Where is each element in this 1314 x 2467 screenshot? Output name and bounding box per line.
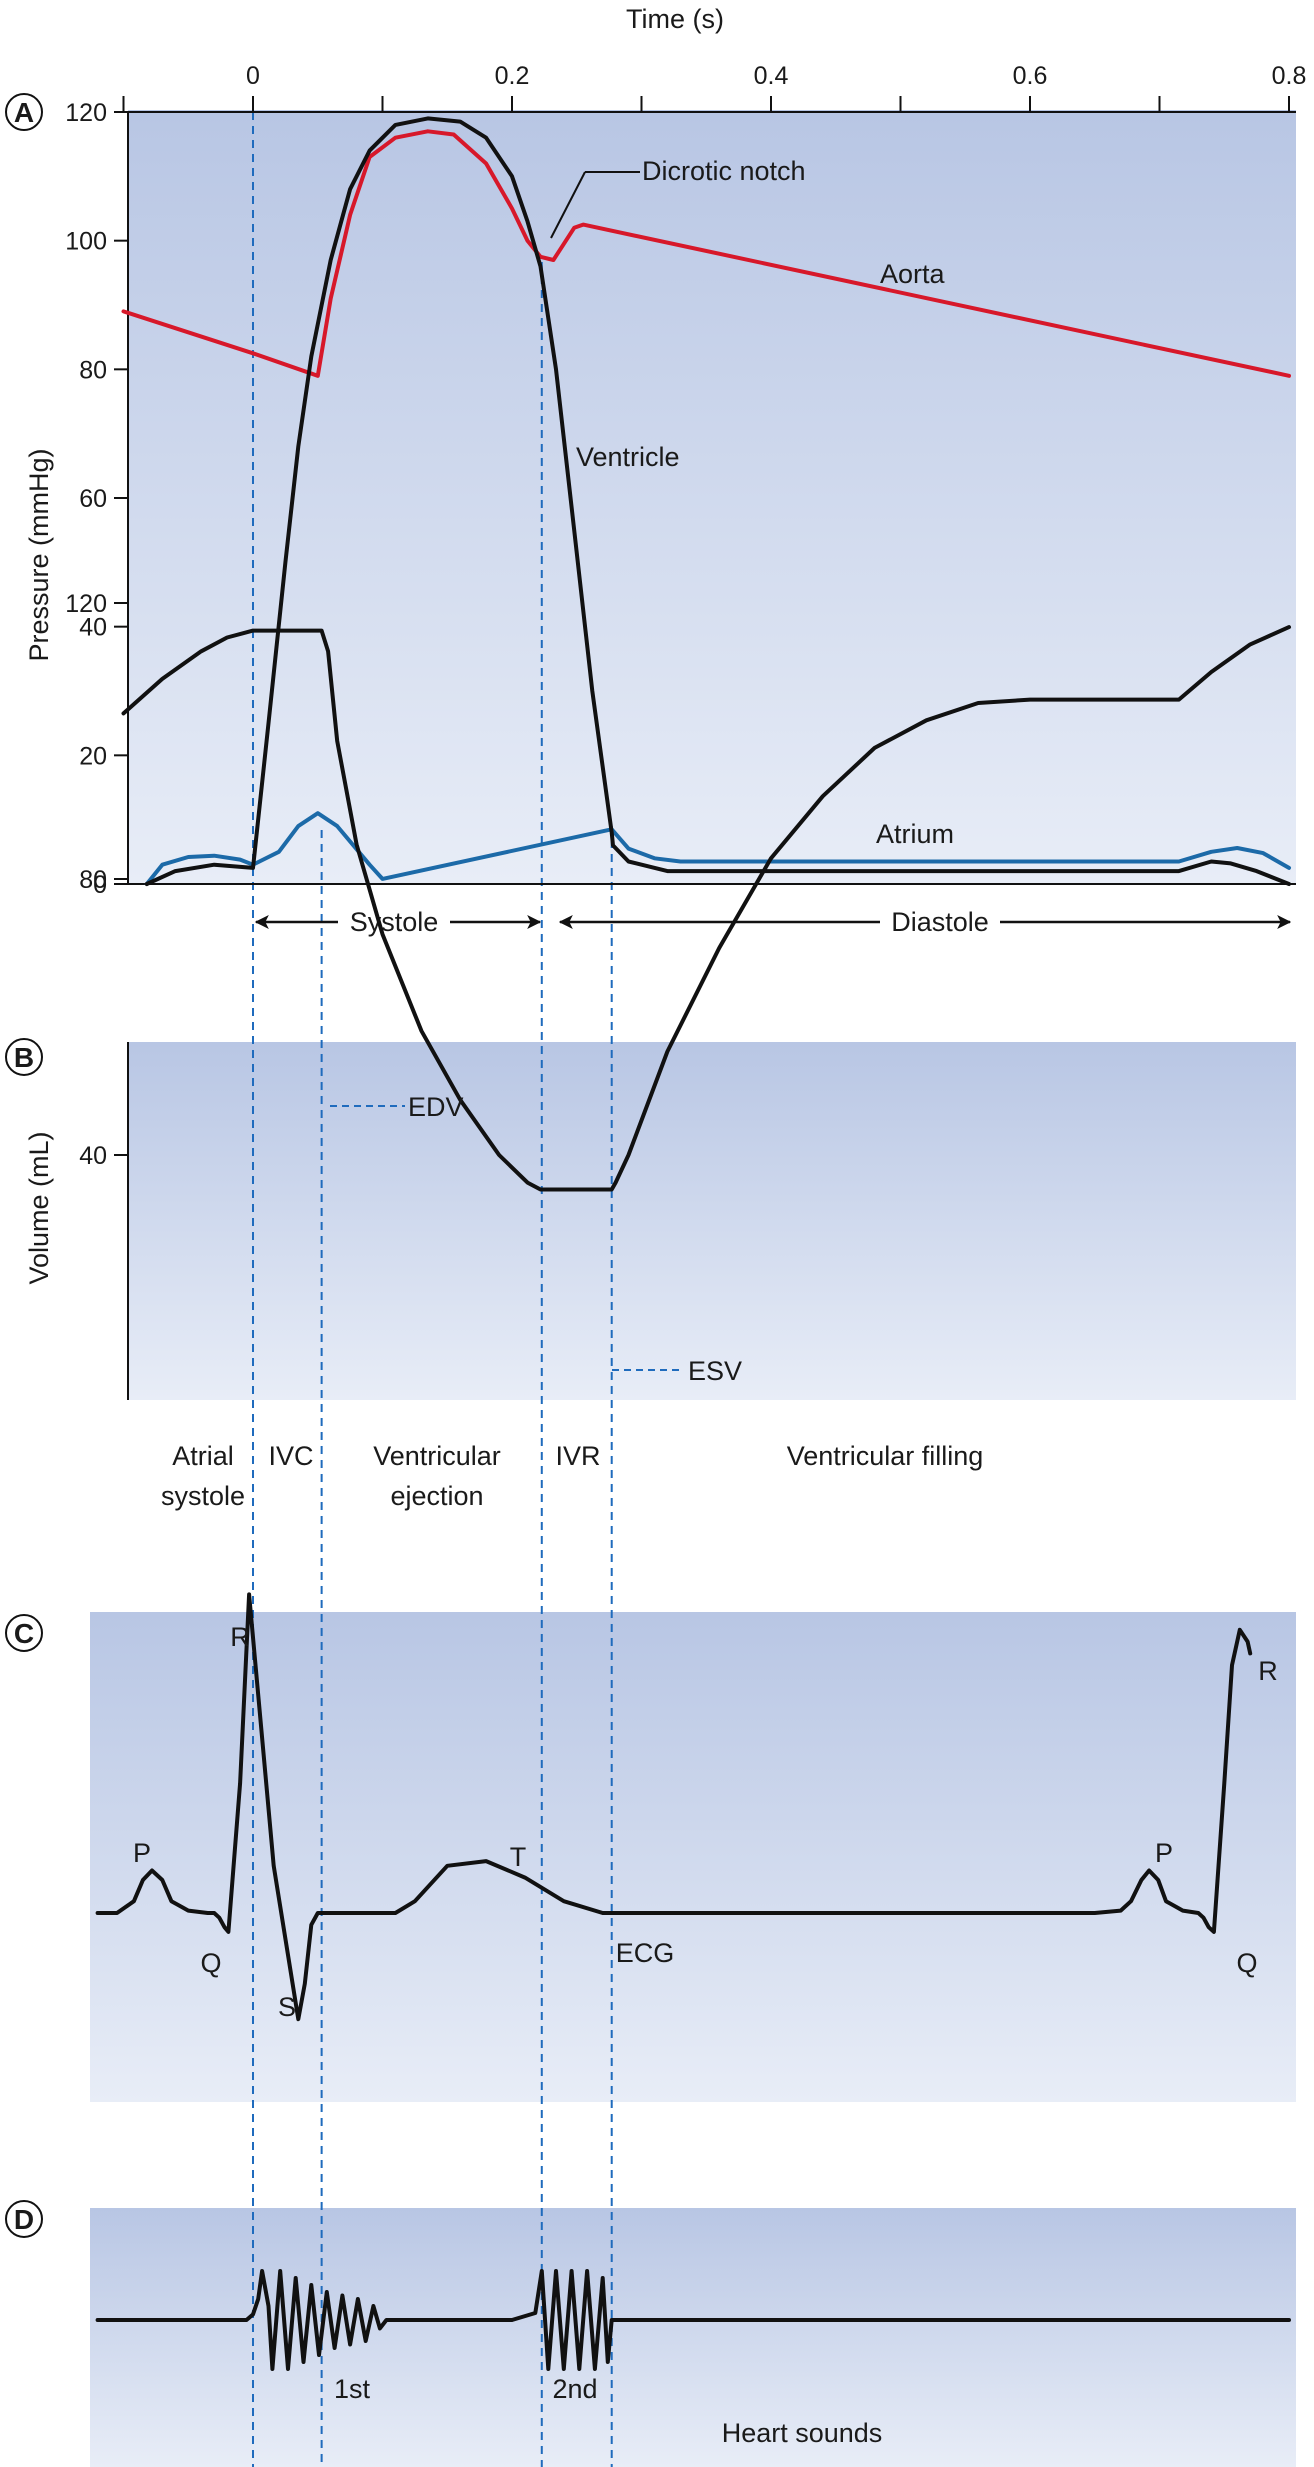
panel-a-background xyxy=(128,110,1296,883)
time-tick-label: 0.4 xyxy=(754,62,789,90)
pressure-axis-title: Pressure (mmHg) xyxy=(24,448,54,661)
svg-text:B: B xyxy=(14,1042,34,1073)
phase-arrows: Systole Diastole xyxy=(254,907,1292,937)
volume-tick-label: 120 xyxy=(65,590,107,618)
pressure-axis-ticks: 0 20 40 60 80 100 120 xyxy=(65,99,128,899)
time-tick-label: 0.2 xyxy=(495,62,530,90)
ventricular-volume-line xyxy=(121,625,1291,1192)
pressure-tick-label: 120 xyxy=(65,99,107,127)
diastole-label: Diastole xyxy=(891,907,989,937)
panel-c-background xyxy=(90,1612,1296,2102)
ecg-trace xyxy=(95,1592,1253,2022)
atrial-systole-label-line2: systole xyxy=(161,1481,245,1511)
ecg-s-wave-label: S xyxy=(278,1992,296,2022)
edv-label: EDV xyxy=(408,1092,464,1122)
volume-tick-label: 80 xyxy=(79,866,107,894)
ventricle-pressure-line xyxy=(144,116,1291,886)
esv-label: ESV xyxy=(688,1356,742,1386)
cardiac-phase-labels: Atrial systole IVC Ventricular ejection … xyxy=(161,1441,983,1511)
ventricular-filling-label: Ventricular filling xyxy=(787,1441,984,1471)
ventricle-label: Ventricle xyxy=(576,442,680,472)
systole-label: Systole xyxy=(350,907,439,937)
panel-letter-d: D xyxy=(5,2200,43,2238)
ecg-label: ECG xyxy=(616,1938,675,1968)
ecg-p-wave-label: P xyxy=(133,1838,151,1868)
volume-axis-title: Volume (mL) xyxy=(24,1131,54,1284)
second-heart-sound-label: 2nd xyxy=(552,2374,597,2404)
dicrotic-notch-label: Dicrotic notch xyxy=(642,156,806,186)
atrial-systole-label-line1: Atrial xyxy=(172,1441,234,1471)
ventricular-ejection-label-line1: Ventricular xyxy=(373,1441,501,1471)
heart-sounds-label: Heart sounds xyxy=(722,2418,883,2448)
ecg-r-wave-label-2: R xyxy=(1258,1656,1278,1686)
pressure-tick-label: 60 xyxy=(79,485,107,513)
time-axis-ticks: 0 0.2 0.4 0.6 0.8 xyxy=(122,62,1307,112)
ecg-t-wave-label: T xyxy=(510,1842,527,1872)
ecg-q-wave-label-2: Q xyxy=(1236,1948,1257,1978)
pressure-tick-label: 20 xyxy=(79,742,107,770)
ecg-r-wave-label: R xyxy=(230,1622,250,1652)
panel-b-background xyxy=(128,1042,1296,1400)
heart-sounds-trace xyxy=(95,2269,1291,2371)
panel-b-volume: 40 80 120 Volume (mL) EDV ESV xyxy=(24,590,1291,1400)
svg-text:D: D xyxy=(14,2204,34,2235)
svg-text:A: A xyxy=(14,97,34,128)
panel-a-pressure: Time (s) 0 0.2 0.4 0.6 0.8 0 20 40 60 80 100 120 P… xyxy=(24,4,1306,899)
panel-letter-c: C xyxy=(5,1614,43,1652)
ecg-p-wave-label-2: P xyxy=(1155,1838,1173,1868)
pressure-tick-label: 100 xyxy=(65,228,107,256)
time-tick-label: 0.6 xyxy=(1013,62,1048,90)
ivc-label: IVC xyxy=(268,1441,313,1471)
time-tick-label: 0.8 xyxy=(1272,62,1307,90)
pressure-tick-label: 80 xyxy=(79,356,107,384)
panel-c-ecg: P Q R S T ECG P Q R xyxy=(95,1592,1278,2022)
ventricular-ejection-label-line2: ejection xyxy=(390,1481,483,1511)
volume-tick-label: 40 xyxy=(79,1142,107,1170)
time-tick-label: 0 xyxy=(246,62,260,90)
aorta-label: Aorta xyxy=(880,259,946,289)
svg-text:C: C xyxy=(14,1618,34,1649)
volume-axis-ticks: 40 80 120 xyxy=(65,590,128,1170)
pressure-tick-label: 40 xyxy=(79,614,107,642)
event-guide-lines xyxy=(252,112,613,2467)
ivr-label: IVR xyxy=(555,1441,600,1471)
panel-d-heart-sounds: 1st 2nd Heart sounds xyxy=(95,2269,1291,2448)
aorta-pressure-line xyxy=(121,129,1291,378)
first-heart-sound-label: 1st xyxy=(334,2374,371,2404)
atrium-label: Atrium xyxy=(876,819,954,849)
dicrotic-notch-leader xyxy=(550,171,586,239)
panel-letter-a: A xyxy=(5,93,43,131)
pressure-tick-label: 0 xyxy=(93,871,107,899)
ecg-q-wave-label: Q xyxy=(200,1948,221,1978)
time-axis-title: Time (s) xyxy=(626,4,724,34)
panel-letter-b: B xyxy=(5,1038,43,1076)
